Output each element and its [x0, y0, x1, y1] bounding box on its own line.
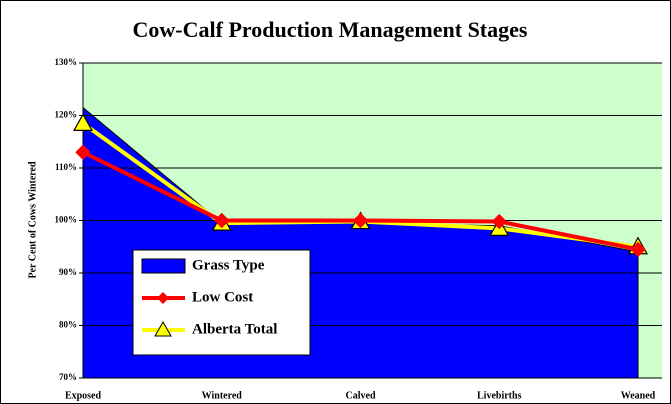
diamond-marker [491, 213, 507, 230]
y-tick-label: 130% [55, 57, 78, 67]
y-tick-label: 80% [59, 320, 77, 330]
triangle-marker [72, 113, 94, 131]
y-tick-label: 110% [55, 162, 77, 172]
y-tick-label: 70% [59, 372, 77, 382]
y-tick-label: 100% [55, 215, 78, 225]
y-tick-label: 120% [55, 110, 78, 120]
x-tick-label: Livebirths [477, 390, 522, 401]
y-tick-label: 90% [59, 267, 77, 277]
legend-swatch [141, 258, 186, 274]
x-tick-label: Calved [346, 390, 376, 401]
legend: Grass Type Low Cost Alberta Total [132, 249, 311, 356]
diamond-marker [630, 241, 646, 258]
x-tick-label: Exposed [65, 390, 102, 401]
legend-marker [154, 320, 172, 337]
x-tick-label: Wintered [202, 390, 243, 401]
legend-label: Grass Type [192, 257, 265, 273]
legend-label: Low Cost [192, 289, 253, 305]
diamond-marker [352, 212, 369, 229]
y-axis-label: Per Cent of Cows Wintered [27, 161, 38, 278]
diamond-marker [214, 212, 230, 229]
diamond-marker [75, 144, 91, 160]
chart-title: Cow-Calf Production Management Stages [133, 17, 528, 42]
x-tick-label: Weaned [621, 390, 656, 401]
legend-marker [157, 292, 169, 304]
legend-label: Alberta Total [192, 321, 277, 337]
